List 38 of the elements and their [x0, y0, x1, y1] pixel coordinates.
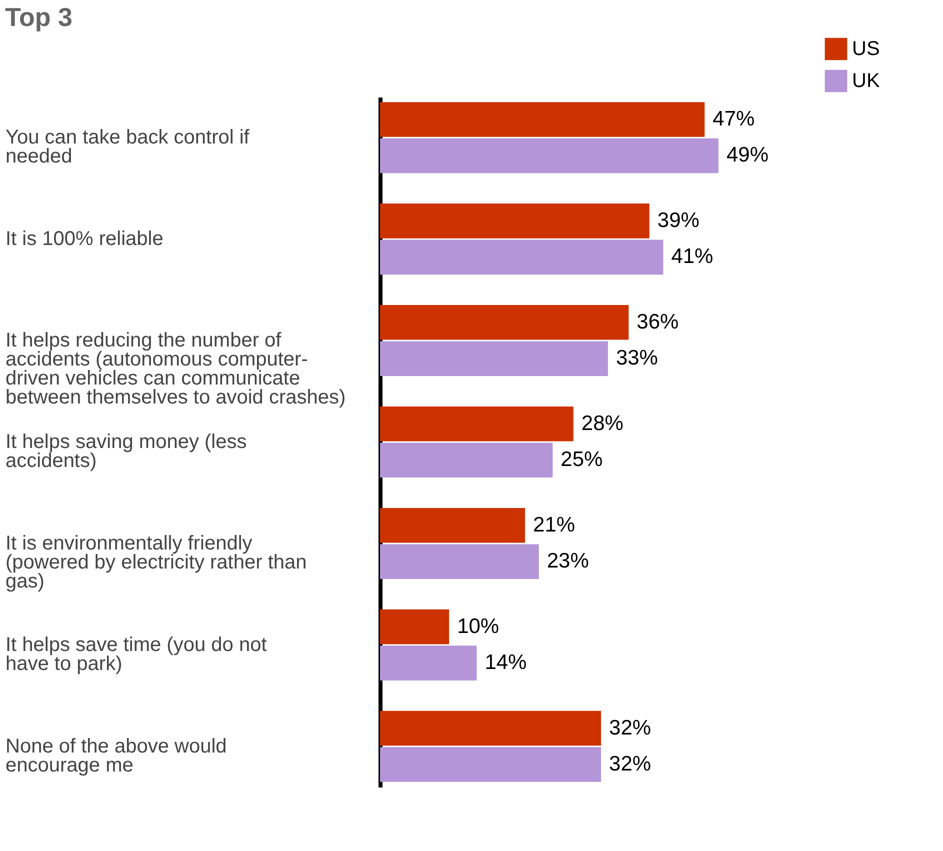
bar: [380, 204, 650, 238]
bar: [380, 508, 526, 543]
data-label: 21%: [533, 513, 576, 536]
bar: [380, 747, 602, 782]
data-label: 23%: [546, 550, 589, 573]
data-label: 10%: [457, 614, 500, 638]
bar: [380, 609, 450, 644]
data-label: 39%: [657, 208, 700, 232]
legend-label: US: [852, 38, 880, 60]
y-tick-label: It helps reducing the number of accidents (autonomous computer-driven vehicles can communicate between themselves to avoid crashes): [6, 330, 346, 409]
bar: [380, 442, 553, 478]
bar: [380, 240, 664, 275]
bar: [380, 646, 477, 680]
y-tick-label: You can take back control if needed: [6, 126, 250, 168]
data-label: 36%: [636, 310, 679, 334]
y-tick-label: It helps saving money (less accidents): [6, 431, 247, 472]
y-tick-label: It is environmentally friendly (powered by electricity rather than gas): [6, 532, 307, 592]
bar: [380, 102, 705, 137]
data-label: 32%: [609, 716, 652, 740]
y-tick-label: It is 100% reliable: [6, 228, 164, 250]
data-label: 32%: [609, 752, 652, 776]
bar: [380, 305, 629, 340]
bar: [380, 138, 718, 174]
bar: [380, 544, 539, 579]
data-label: 41%: [671, 245, 714, 268]
data-label: 28%: [581, 412, 624, 435]
data-label: 25%: [560, 448, 603, 472]
data-label: 33%: [616, 346, 658, 370]
bar: [380, 406, 574, 442]
data-label: 47%: [712, 107, 755, 130]
bar: [380, 341, 608, 376]
y-tick-label: It helps save time (you do not have to park): [6, 634, 268, 675]
text: Top 3: [5, 2, 72, 32]
legend-label: UK: [852, 70, 880, 92]
bar: [380, 710, 602, 746]
data-label: 14%: [484, 651, 527, 674]
y-tick-label: None of the above would encourage me: [6, 735, 227, 776]
data-label: 49%: [726, 144, 768, 167]
